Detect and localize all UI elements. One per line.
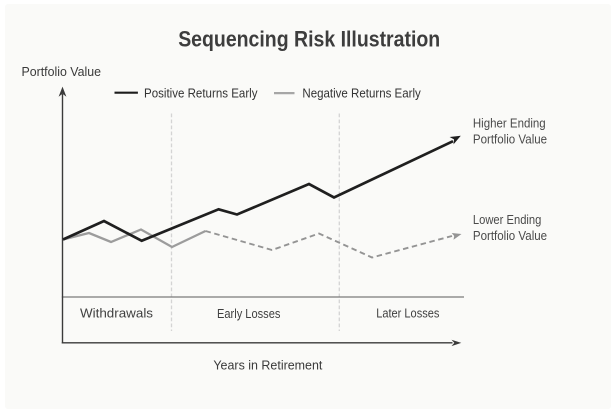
svg-text:Positive Returns Early: Positive Returns Early [144, 87, 258, 101]
svg-text:Higher Ending: Higher Ending [473, 116, 546, 130]
svg-text:Portfolio Value: Portfolio Value [473, 133, 547, 147]
svg-text:Later Losses: Later Losses [376, 307, 439, 321]
svg-text:Early Losses: Early Losses [217, 307, 280, 321]
svg-text:Years in Retirement: Years in Retirement [213, 358, 323, 372]
svg-text:Portfolio Value: Portfolio Value [22, 65, 102, 79]
svg-text:Sequencing Risk Illustration: Sequencing Risk Illustration [178, 26, 440, 51]
svg-text:Lower Ending: Lower Ending [473, 213, 542, 227]
svg-text:Withdrawals: Withdrawals [80, 307, 153, 321]
svg-text:Portfolio Value: Portfolio Value [473, 229, 547, 243]
svg-text:Negative Returns Early: Negative Returns Early [302, 87, 421, 101]
